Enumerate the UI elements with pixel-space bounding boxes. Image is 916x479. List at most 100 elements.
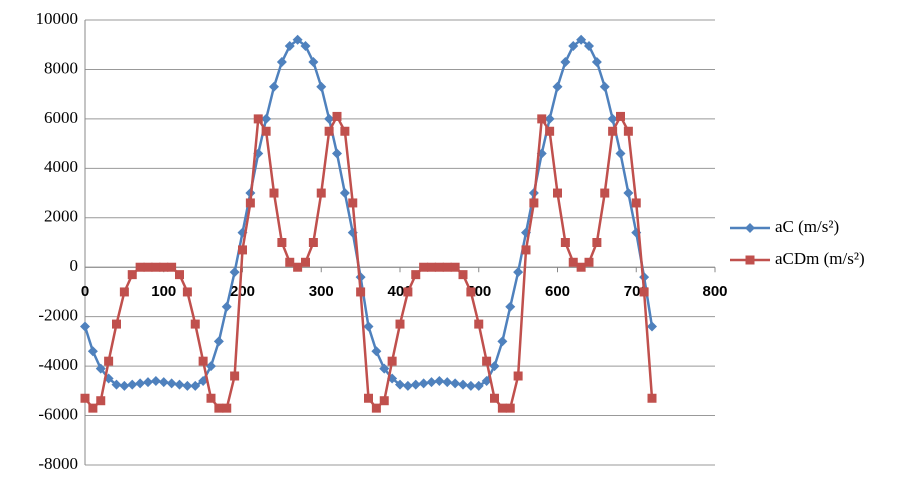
marker [135, 378, 146, 389]
x-tick-label: 0 [81, 283, 89, 300]
marker [537, 114, 547, 124]
marker [356, 287, 366, 297]
marker [300, 40, 311, 51]
marker [745, 223, 755, 233]
marker [111, 379, 122, 390]
marker [371, 346, 382, 357]
marker [332, 111, 342, 121]
marker [608, 126, 618, 136]
marker [513, 371, 523, 381]
marker [410, 379, 421, 390]
marker [607, 113, 618, 124]
y-tick-label: 6000 [44, 108, 78, 127]
y-tick-label: 0 [70, 256, 79, 275]
marker [229, 267, 240, 278]
marker [316, 188, 326, 198]
marker [371, 403, 381, 413]
marker [324, 113, 335, 124]
marker [182, 380, 193, 391]
marker [560, 238, 570, 247]
marker [206, 361, 216, 372]
marker [269, 188, 279, 198]
marker [647, 393, 657, 403]
marker [639, 287, 649, 297]
marker [427, 262, 436, 272]
marker [269, 81, 279, 92]
marker [214, 403, 224, 413]
legend-label: aC (m/s²) [775, 217, 839, 236]
series-line [84, 113, 654, 410]
marker [529, 198, 539, 208]
marker [745, 255, 755, 265]
y-tick-label: -6000 [38, 404, 78, 423]
marker [442, 262, 452, 272]
marker [253, 114, 263, 124]
marker [127, 270, 137, 280]
marker [465, 380, 476, 391]
marker [553, 188, 562, 198]
marker [497, 403, 507, 413]
marker [112, 319, 121, 329]
marker [301, 257, 310, 267]
marker [245, 198, 255, 208]
y-tick-label: -4000 [38, 355, 78, 374]
marker [277, 238, 287, 247]
marker [402, 380, 413, 391]
marker [95, 363, 106, 374]
marker [600, 188, 610, 198]
marker [96, 396, 106, 406]
marker [387, 356, 397, 366]
marker [190, 380, 201, 391]
marker [568, 257, 578, 267]
marker [544, 113, 555, 124]
marker [419, 262, 429, 272]
marker [466, 287, 476, 297]
marker [261, 126, 271, 136]
marker [363, 321, 374, 332]
marker [182, 287, 192, 297]
marker [127, 379, 138, 390]
marker [332, 148, 342, 159]
marker [339, 188, 350, 199]
x-tick-label: 100 [151, 283, 176, 300]
marker [442, 377, 453, 388]
marker [206, 393, 216, 403]
marker [151, 262, 161, 272]
marker [615, 148, 626, 159]
marker [568, 40, 579, 51]
marker [261, 113, 272, 124]
y-tick-label: 2000 [44, 207, 78, 226]
marker [316, 81, 327, 92]
marker [591, 57, 602, 68]
marker [88, 403, 98, 413]
marker [560, 57, 571, 68]
marker [104, 356, 114, 366]
marker [623, 126, 633, 136]
marker [175, 270, 184, 280]
marker [150, 375, 161, 386]
marker [576, 262, 586, 272]
y-tick-label: 10000 [36, 9, 79, 28]
marker [513, 267, 524, 278]
marker [395, 319, 405, 329]
marker [584, 257, 594, 267]
marker [521, 245, 531, 255]
marker [174, 379, 185, 390]
legend-label: aCDm (m/s²) [775, 249, 865, 268]
y-tick-label: -8000 [38, 454, 78, 473]
marker [458, 270, 468, 280]
marker [379, 396, 389, 406]
marker [238, 245, 247, 255]
marker [143, 377, 153, 388]
marker [623, 188, 634, 199]
series-line [83, 38, 654, 388]
marker [490, 393, 499, 403]
marker [552, 81, 563, 92]
x-tick-label: 300 [309, 283, 334, 300]
marker [324, 126, 334, 136]
marker [631, 198, 641, 208]
marker [426, 377, 437, 388]
marker [584, 40, 594, 51]
marker [403, 287, 413, 297]
